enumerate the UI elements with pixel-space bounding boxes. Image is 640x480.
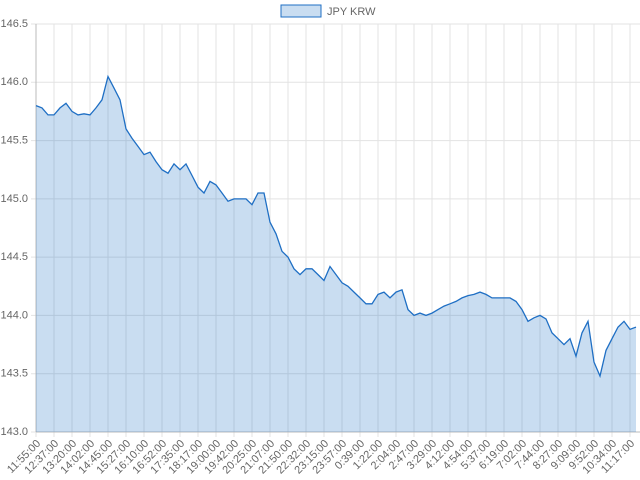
y-tick-label: 144.0 — [0, 309, 28, 321]
legend-swatch — [280, 4, 322, 18]
y-tick-label: 146.0 — [0, 76, 28, 88]
y-tick-label: 145.0 — [0, 193, 28, 205]
y-tick-label: 143.0 — [0, 426, 28, 438]
y-tick-label: 144.5 — [0, 251, 28, 263]
area — [36, 76, 636, 432]
legend-label: JPY KRW — [327, 6, 376, 18]
y-tick-label: 145.5 — [0, 134, 28, 146]
y-tick-label: 146.5 — [0, 18, 28, 30]
line — [35, 74, 637, 379]
y-tick-label: 143.5 — [0, 368, 28, 380]
